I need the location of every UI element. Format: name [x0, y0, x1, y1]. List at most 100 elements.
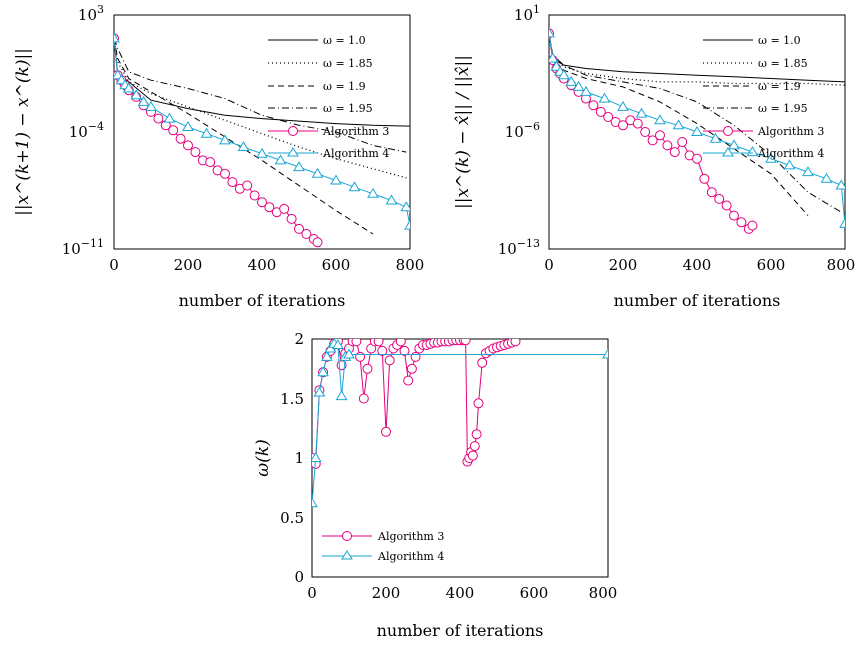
y-tick-label: 10−11: [62, 237, 104, 258]
series-line-3: [549, 33, 842, 213]
series-group: [312, 339, 608, 508]
data-point-0-48: [471, 429, 482, 440]
data-point-0-26: [403, 375, 414, 386]
data-point-4-13: [190, 147, 201, 158]
data-point-5-13: [691, 126, 703, 136]
x-tick-label: 600: [520, 584, 549, 602]
x-tick-label: 0: [544, 256, 554, 274]
data-point-5-9: [617, 100, 629, 111]
data-point-0-47: [469, 441, 480, 452]
chart-panel-2: 101 10−6 10−13 0 200 400 600 800 number …: [453, 3, 855, 310]
legend-label: ω = 1.85: [758, 57, 808, 70]
y-tick-label: 10−4: [69, 120, 104, 141]
legend: Algorithm 3 Algorithm 4: [322, 530, 444, 563]
data-point-5-0: [114, 32, 120, 43]
data-point-1-4: [320, 350, 333, 361]
legend-label: Algorithm 4: [322, 147, 389, 160]
x-tick-label: 0: [307, 584, 317, 602]
x-axis-label: number of iterations: [377, 621, 544, 640]
data-point-5-17: [330, 174, 342, 185]
data-point-5-6: [137, 95, 150, 106]
y-tick-labels: 0 0.5 1 1.5 2: [280, 330, 304, 586]
data-point-5-21: [835, 179, 845, 190]
y-tick-labels: 101 10−6 10−13: [498, 3, 540, 258]
x-tick-label: 200: [609, 256, 638, 274]
data-point-0-28: [410, 351, 421, 362]
data-point-4-23: [264, 202, 275, 213]
x-axis-label: number of iterations: [614, 291, 781, 310]
data-point-5-22: [839, 217, 845, 228]
data-point-4-20: [677, 137, 688, 147]
data-point-0-25: [399, 345, 410, 356]
legend: ω = 1.0 ω = 1.85 ω = 1.9 ω = 1.95 Algori…: [268, 34, 389, 160]
series-line-1: [114, 38, 410, 180]
data-point-4-30: [312, 237, 323, 248]
data-point-4-18: [227, 177, 238, 188]
data-point-0-42: [460, 339, 471, 346]
x-tick-label: 600: [757, 256, 786, 274]
data-point-4-27: [729, 210, 739, 221]
data-point-4-10: [603, 112, 614, 122]
data-point-0-19: [377, 345, 388, 356]
x-tick-label: 0: [109, 256, 119, 274]
chart-panel-1: 103 10−4 10−11 0 200 400 600 800 number …: [13, 3, 424, 310]
legend-label: ω = 1.9: [758, 80, 801, 93]
plot-frame: [548, 14, 846, 250]
legend-label: ω = 1.95: [758, 102, 808, 115]
data-point-1-3: [317, 366, 329, 377]
legend-label: Algorithm 4: [377, 550, 444, 563]
data-point-4-16: [647, 135, 658, 146]
series-group: [549, 27, 845, 234]
x-tick-label: 200: [372, 584, 401, 602]
data-point-5-5: [565, 75, 578, 86]
data-point-5-15: [293, 161, 305, 172]
y-tick-label: 1.5: [280, 390, 304, 408]
y-tick-label: 10−6: [505, 120, 540, 141]
data-point-0-12: [351, 339, 362, 347]
data-point-0-49: [473, 398, 484, 409]
data-point-5-19: [367, 187, 379, 198]
data-point-5-8: [598, 92, 611, 103]
data-point-1-8: [335, 390, 348, 401]
y-tick-label: 2: [294, 330, 304, 348]
y-tick-label: 10−13: [498, 237, 540, 258]
data-point-5-13: [256, 147, 268, 158]
data-point-4-15: [640, 127, 651, 137]
legend-label: ω = 1.0: [758, 34, 801, 47]
data-point-4-21: [249, 190, 260, 201]
data-point-5-4: [122, 82, 135, 93]
y-tick-label: 1: [294, 449, 304, 467]
data-point-4-17: [220, 168, 230, 179]
data-point-5-17: [765, 152, 777, 163]
data-point-5-9: [182, 121, 194, 131]
legend-label: Algorithm 3: [757, 125, 824, 138]
data-point-5-20: [385, 194, 398, 205]
data-point-5-22: [404, 219, 410, 230]
series-line-2: [114, 38, 374, 235]
legend-label: ω = 1.85: [323, 57, 373, 70]
data-point-5-8: [163, 112, 176, 123]
data-point-4-27: [294, 223, 304, 234]
data-point-5-20: [820, 172, 833, 183]
legend-marker: [342, 531, 352, 541]
x-tick-label: 200: [174, 256, 203, 274]
y-axis-label: ||x^(k+1) − x^(k)||: [13, 48, 33, 216]
data-point-4-24: [706, 187, 717, 198]
data-point-1-2: [313, 386, 326, 397]
data-point-0-24: [395, 339, 406, 347]
legend-label: Algorithm 3: [322, 125, 389, 138]
y-tick-label: 0: [294, 568, 304, 586]
legend-marker: [722, 147, 734, 157]
data-point-1-10: [343, 348, 355, 359]
data-point-0-59: [510, 339, 521, 347]
data-point-5-7: [580, 85, 592, 96]
series-group: [114, 32, 410, 248]
data-point-5-1: [549, 52, 559, 63]
series-line-0: [549, 33, 845, 83]
data-point-0-27: [406, 363, 417, 374]
data-point-0-14: [358, 393, 369, 404]
y-tick-label: 103: [78, 3, 104, 24]
y-axis-label: ||x^(k) − x̂|| / ||x̂||: [453, 55, 473, 209]
data-point-1-0: [312, 497, 318, 508]
